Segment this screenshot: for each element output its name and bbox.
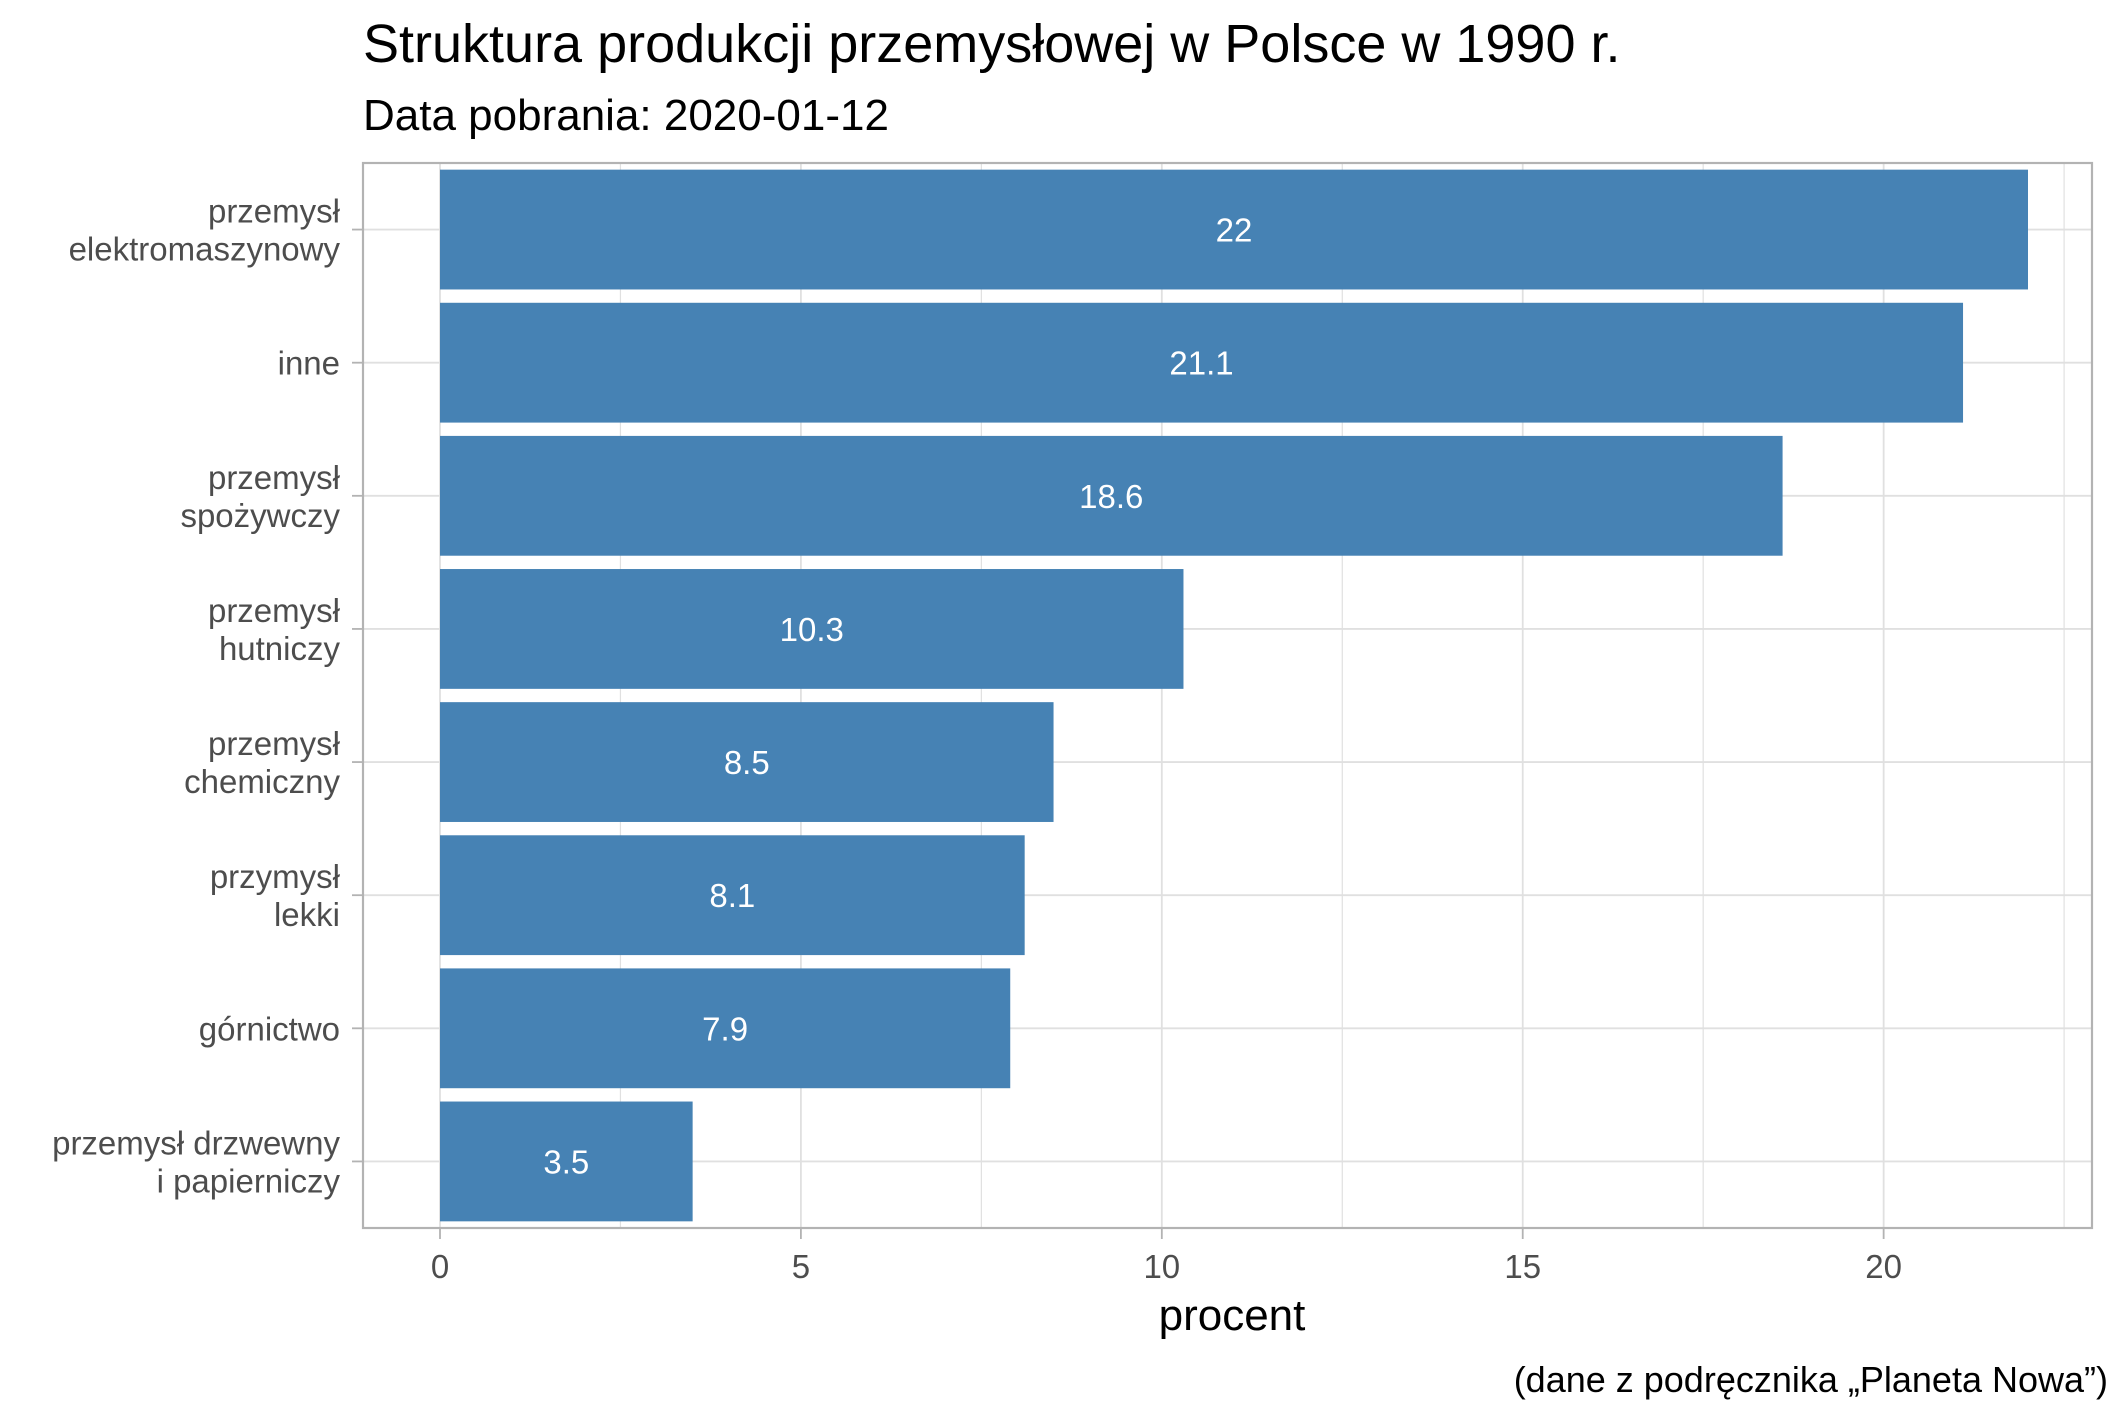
x-tick-label: 20 <box>1865 1248 1902 1285</box>
x-axis: 0 5 10 15 20 <box>431 1228 1902 1285</box>
bar-value-label: 10.3 <box>780 611 844 648</box>
y-tick-label: spożywczy <box>180 497 340 534</box>
bar <box>440 302 1964 423</box>
x-tick-label: 0 <box>431 1248 449 1285</box>
bar <box>440 702 1054 822</box>
bar <box>440 835 1025 956</box>
bar <box>440 1101 693 1222</box>
y-tick-label: i papierniczy <box>157 1162 341 1199</box>
bar-data-labels: 22 21.1 18.6 10.3 8.5 8.1 7.9 3.5 <box>543 212 1252 1181</box>
y-tick-label: przemysł drzwewny <box>52 1124 340 1161</box>
bar-value-label: 8.5 <box>724 744 770 781</box>
bar-value-label: 3.5 <box>543 1143 589 1180</box>
chart-subtitle: Data pobrania: 2020-01-12 <box>363 91 889 140</box>
y-tick-label: przemysł <box>208 592 341 629</box>
bars <box>440 169 2028 1222</box>
y-tick-label: przemysł <box>208 459 341 496</box>
y-tick-label: przymysł <box>210 858 341 895</box>
bar <box>440 968 1011 1089</box>
bar <box>440 169 2028 290</box>
y-tick-label: przemysł <box>208 193 341 230</box>
y-tick-label: lekki <box>274 896 340 933</box>
bar-value-label: 8.1 <box>709 877 755 914</box>
bar-value-label: 7.9 <box>702 1010 748 1047</box>
y-tick-label: przemysł <box>208 725 341 762</box>
bar-value-label: 18.6 <box>1079 478 1143 515</box>
x-tick-label: 10 <box>1143 1248 1180 1285</box>
bar-value-label: 21.1 <box>1169 345 1233 382</box>
bar-value-label: 22 <box>1216 212 1253 249</box>
y-axis: przemysłelektromaszynowyinneprzemysłspoż… <box>52 193 363 1199</box>
chart-title: Struktura produkcji przemysłowej w Polsc… <box>363 14 1621 74</box>
y-tick-label: chemiczny <box>184 763 340 800</box>
y-tick-label: górnictwo <box>199 1010 340 1047</box>
y-tick-label: elektromaszynowy <box>69 231 341 268</box>
y-tick-label: inne <box>278 345 340 382</box>
bar <box>440 569 1184 689</box>
x-tick-label: 15 <box>1504 1248 1541 1285</box>
x-tick-label: 5 <box>792 1248 810 1285</box>
chart-caption: (dane z podręcznika „Planeta Nowa”) <box>1514 1359 2108 1400</box>
y-tick-label: hutniczy <box>219 630 341 667</box>
bar <box>440 435 1783 556</box>
panel-border <box>361 161 2094 1230</box>
x-axis-title: procent <box>1159 1291 1306 1340</box>
